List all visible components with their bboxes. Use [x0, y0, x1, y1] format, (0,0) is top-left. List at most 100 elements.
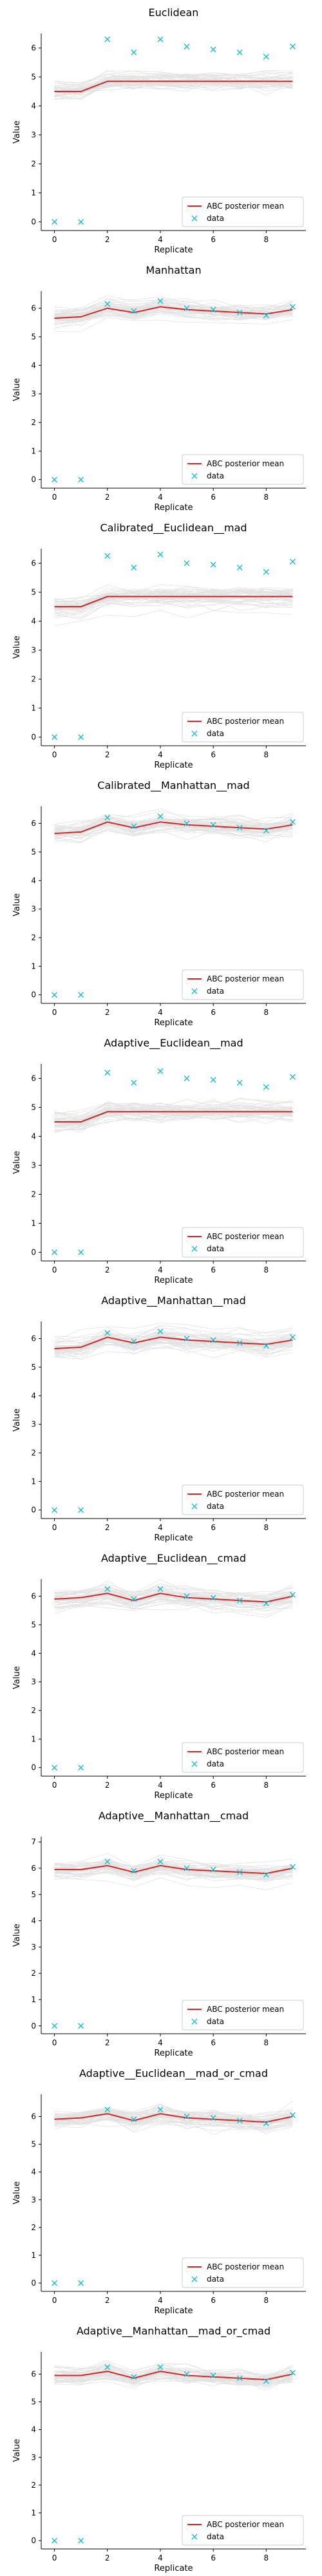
- data-point: [104, 1859, 111, 1865]
- data-point: [210, 562, 216, 568]
- legend-label-posterior-mean: ABC posterior mean: [207, 202, 284, 211]
- posterior-sample-line: [54, 310, 293, 330]
- y-axis-label: Value: [12, 1151, 22, 1174]
- posterior-sample-line: [54, 1338, 293, 1356]
- legend-label-posterior-mean: ABC posterior mean: [207, 1747, 284, 1756]
- x-tick-label: 4: [158, 2296, 163, 2305]
- data-point: [289, 43, 296, 50]
- legend-label-posterior-mean: ABC posterior mean: [207, 974, 284, 983]
- posterior-sample-line: [54, 817, 293, 834]
- legend-box: [182, 969, 304, 1000]
- x-tick-label: 4: [158, 2038, 163, 2047]
- data-point: [236, 2117, 243, 2124]
- posterior-sample-line: [54, 81, 293, 96]
- posterior-mean-line: [54, 306, 293, 319]
- posterior-sample-line: [54, 82, 293, 100]
- y-axis-label: Value: [12, 1408, 22, 1432]
- y-tick-label: 6: [31, 44, 36, 53]
- posterior-samples: [54, 808, 293, 844]
- panel-5: Adaptive__Euclidean__mad 0 1 2 3 4 5 6 0 2 4 6 8 Repl…: [12, 1037, 306, 1285]
- posterior-sample-line: [54, 592, 293, 607]
- posterior-sample-line: [54, 1112, 293, 1133]
- y-tick-label: 5: [31, 1103, 36, 1112]
- legend-label-posterior-mean: ABC posterior mean: [207, 717, 284, 726]
- posterior-sample-line: [54, 821, 293, 835]
- data-point: [210, 307, 216, 313]
- posterior-sample-line: [54, 1860, 293, 1869]
- legend: ABC posterior mean data: [182, 1484, 304, 1515]
- y-axis-label: Value: [12, 636, 22, 659]
- legend-box: [182, 454, 304, 485]
- posterior-sample-line: [54, 1107, 293, 1126]
- posterior-sample-line: [54, 1589, 293, 1602]
- posterior-sample-line: [54, 2374, 293, 2386]
- data-point: [131, 49, 137, 55]
- y-tick-label: 4: [31, 361, 36, 370]
- posterior-sample-line: [54, 75, 293, 88]
- y-tick-label: 1: [31, 961, 36, 971]
- posterior-samples: [54, 584, 293, 626]
- y-tick-label: 1: [31, 1734, 36, 1743]
- posterior-samples: [54, 1853, 293, 1891]
- posterior-sample-line: [54, 1594, 293, 1611]
- x-tick-label: 6: [211, 2553, 216, 2562]
- posterior-sample-line: [54, 593, 293, 611]
- data-point: [236, 1340, 243, 1346]
- posterior-sample-line: [54, 2112, 293, 2123]
- posterior-sample-line: [54, 2372, 293, 2383]
- legend-marker-swatch: [191, 215, 198, 222]
- data-point: [236, 309, 243, 316]
- y-tick-label: 1: [31, 1477, 36, 1486]
- posterior-sample-line: [54, 1870, 293, 1881]
- posterior-sample-line: [54, 1589, 293, 1601]
- posterior-sample-line: [54, 1113, 293, 1133]
- posterior-sample-line: [54, 1865, 293, 1877]
- posterior-sample-line: [54, 78, 293, 93]
- posterior-mean-line: [54, 2113, 293, 2123]
- x-tick-label: 8: [264, 2038, 269, 2047]
- posterior-sample-line: [54, 78, 293, 96]
- posterior-samples: [54, 295, 293, 332]
- posterior-sample-line: [54, 596, 293, 611]
- posterior-sample-line: [54, 1101, 293, 1116]
- posterior-sample-line: [54, 2116, 293, 2130]
- legend-label-data: data: [207, 2532, 224, 2541]
- posterior-sample-line: [54, 1864, 293, 1880]
- posterior-sample-line: [54, 1593, 293, 1607]
- data-point: [78, 1507, 84, 1513]
- posterior-sample-line: [54, 589, 293, 606]
- panel-3: Calibrated__Euclidean__mad 0 1 2 3 4 5 6 0 2 4 6 8 Re…: [12, 522, 306, 770]
- posterior-sample-line: [54, 2104, 293, 2122]
- y-tick-label: 3: [31, 1678, 36, 1687]
- data-point: [263, 1871, 269, 1878]
- legend-label-posterior-mean: ABC posterior mean: [207, 1232, 284, 1241]
- posterior-sample-line: [54, 598, 293, 618]
- legend-box: [182, 196, 304, 227]
- y-tick-label: 1: [31, 2251, 36, 2260]
- posterior-sample-line: [54, 309, 293, 321]
- y-tick-label: 6: [31, 1864, 36, 1873]
- posterior-sample-line: [54, 1588, 293, 1600]
- posterior-sample-line: [54, 815, 293, 836]
- posterior-sample-line: [54, 589, 293, 607]
- posterior-sample-line: [54, 2114, 293, 2125]
- posterior-sample-line: [54, 828, 293, 844]
- data-point: [157, 1068, 164, 1074]
- data-point: [289, 1074, 296, 1080]
- posterior-sample-line: [54, 2366, 293, 2383]
- posterior-sample-line: [54, 1331, 293, 1345]
- panel-9: Adaptive__Euclidean__mad_or_cmad 0 1 2 3 4 5 6 0…: [12, 2067, 306, 2316]
- y-tick-label: 4: [31, 102, 36, 111]
- posterior-sample-line: [54, 1102, 293, 1118]
- posterior-sample-line: [54, 309, 293, 325]
- legend-marker-swatch: [191, 2018, 198, 2025]
- y-tick-label: 2: [31, 160, 36, 169]
- data-point: [210, 822, 216, 828]
- posterior-sample-line: [54, 76, 293, 93]
- data-markers: [52, 1329, 296, 1513]
- y-tick-label: 5: [31, 2140, 36, 2149]
- posterior-sample-line: [54, 601, 293, 621]
- posterior-samples: [54, 1097, 293, 1133]
- x-tick-label: 4: [158, 1265, 163, 1274]
- posterior-sample-line: [54, 2373, 293, 2389]
